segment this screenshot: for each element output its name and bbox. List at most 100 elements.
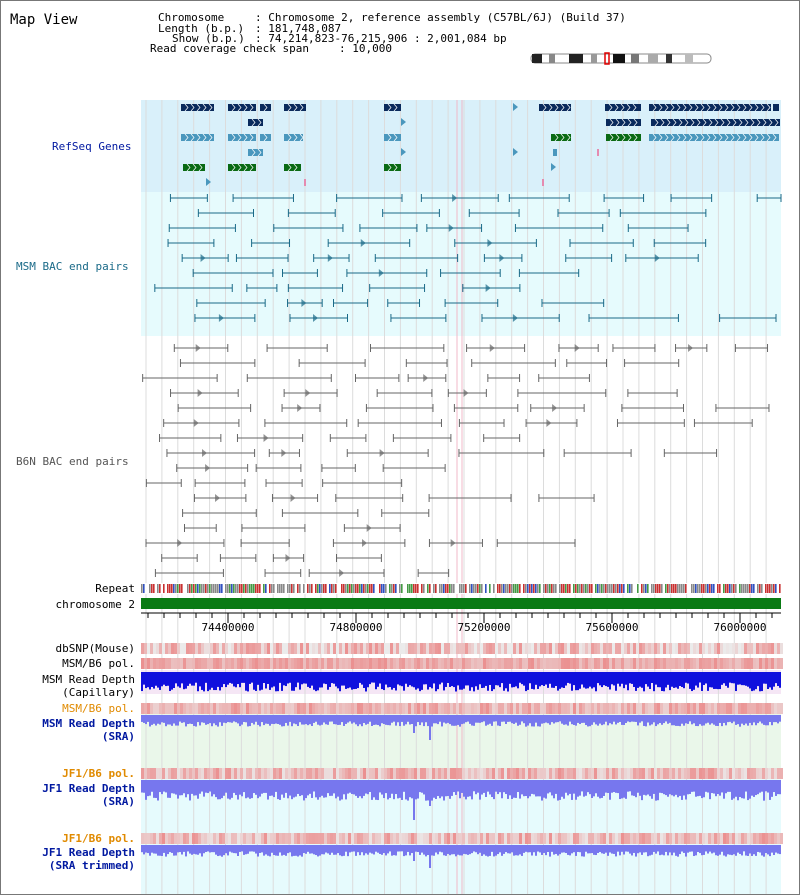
msm-depth-sra-bar xyxy=(155,715,157,726)
jf1-pol-cell xyxy=(273,768,276,779)
dbsnp-cell xyxy=(672,643,675,654)
msm-b6-pol2-cell xyxy=(657,703,660,714)
repeat-element xyxy=(453,584,455,593)
jf1-pol-cell xyxy=(387,768,390,779)
msm-b6-pol-cell xyxy=(195,658,198,669)
dbsnp-cell xyxy=(705,643,708,654)
dbsnp-cell xyxy=(777,643,780,654)
msm-depth-sra-bar xyxy=(561,715,563,724)
msm-depth-capillary-bar xyxy=(389,672,391,688)
msm-depth-capillary-bar xyxy=(365,672,367,692)
jf1-trim-depth-bar xyxy=(545,845,547,856)
msm-depth-capillary-bar xyxy=(395,672,397,691)
msm-depth-capillary-bar xyxy=(609,672,611,690)
gene-exon-marker xyxy=(688,133,693,142)
b6n-bac-track[interactable] xyxy=(142,344,770,577)
msm-depth-capillary-bar xyxy=(405,672,407,684)
repeat-element xyxy=(581,584,583,593)
msm-depth-capillary-bar xyxy=(407,672,409,687)
msm-depth-capillary-bar xyxy=(677,672,679,689)
msm-depth-capillary-bar xyxy=(447,672,449,683)
read-depth-tracks[interactable] xyxy=(141,672,781,868)
msm-b6-pol2-cell xyxy=(150,703,153,714)
dbsnp-cell xyxy=(627,643,630,654)
axis-tick-label: 74400000 xyxy=(202,621,255,634)
msm-b6-pol-cell xyxy=(690,658,693,669)
msm-b6-pol2-cell xyxy=(543,703,546,714)
jf1-pol-cell xyxy=(153,768,156,779)
jf1-depth-bar xyxy=(355,780,357,796)
jf1-trim-depth-bar xyxy=(643,845,645,853)
dbsnp-cell xyxy=(681,643,684,654)
jf1-pol-cell xyxy=(681,768,684,779)
jf1-depth-bar xyxy=(641,780,643,801)
msm-depth-sra-bar xyxy=(361,715,363,727)
jf1-depth-bar xyxy=(487,780,489,792)
msm-b6-pol-cell xyxy=(246,658,249,669)
gene-arrow xyxy=(513,103,518,111)
gene-exon-marker xyxy=(251,118,256,127)
jf1-pol2-cell xyxy=(756,833,759,844)
heatmap-tracks[interactable] xyxy=(141,643,783,844)
msm-b6-pol-cell xyxy=(381,658,384,669)
jf1-pol-cell xyxy=(168,768,171,779)
jf1-trim-depth-bar xyxy=(291,845,293,857)
repeat-track[interactable] xyxy=(141,583,781,594)
msm-depth-sra-bar xyxy=(279,715,281,725)
msm-b6-pol2-cell xyxy=(261,703,264,714)
msm-depth-capillary-bar xyxy=(195,672,197,683)
msm-depth-sra-bar xyxy=(519,715,521,725)
gene-exon-marker xyxy=(627,118,632,127)
msm-b6-pol2-cell xyxy=(666,703,669,714)
jf1-depth-bar xyxy=(323,780,325,798)
jf1-pol-cell xyxy=(534,768,537,779)
jf1-pol-cell xyxy=(321,768,324,779)
msm-depth-capillary-bar xyxy=(589,672,591,687)
msm-b6-pol-cell xyxy=(624,658,627,669)
msm-b6-pol-cell xyxy=(252,658,255,669)
msm-b6-pol-cell xyxy=(756,658,759,669)
jf1-pol-cell xyxy=(414,768,417,779)
msm-b6-pol-cell xyxy=(687,658,690,669)
repeat-element xyxy=(499,584,501,593)
jf1-depth-bar xyxy=(665,780,667,796)
jf1-trim-depth-bar xyxy=(193,845,195,854)
msm-b6-pol-cell xyxy=(774,658,777,669)
msm-b6-pol-cell xyxy=(540,658,543,669)
jf1-depth-bar xyxy=(163,780,165,792)
dbsnp-cell xyxy=(444,643,447,654)
refseq-gene-track[interactable] xyxy=(181,103,780,186)
jf1-pol2-cell xyxy=(372,833,375,844)
chromosome-ideogram[interactable] xyxy=(530,52,712,65)
jf1-depth-bar xyxy=(171,780,173,794)
refseq-gene xyxy=(539,104,571,111)
gene-exon-marker xyxy=(387,103,392,112)
msm-b6-pol2-cell xyxy=(252,703,255,714)
msm-b6-pol2-cell xyxy=(435,703,438,714)
jf1-pol-cell xyxy=(213,768,216,779)
msm-depth-capillary-bar xyxy=(517,672,519,689)
jf1-pol2-cell xyxy=(717,833,720,844)
repeat-element xyxy=(321,584,323,593)
msm-bac-pair-arrow xyxy=(360,239,366,247)
jf1-pol-cell xyxy=(231,768,234,779)
repeat-element xyxy=(361,584,363,593)
msm-depth-capillary-bar xyxy=(437,672,439,690)
msm-depth-sra-bar xyxy=(499,715,501,727)
chromosome-bar[interactable] xyxy=(141,598,781,609)
b6n-bac-pair-arrow xyxy=(215,494,221,502)
msm-b6-pol-cell xyxy=(183,658,186,669)
msm-bac-track[interactable] xyxy=(154,194,782,322)
msm-bac-pair-arrow xyxy=(654,254,660,262)
msm-depth-sra-bar xyxy=(723,715,725,723)
jf1-depth-bar xyxy=(265,780,267,793)
jf1-depth-bar xyxy=(417,780,419,799)
msm-b6-pol-cell xyxy=(282,658,285,669)
msm-b6-pol2-cell xyxy=(561,703,564,714)
msm-depth-capillary-bar xyxy=(229,672,231,683)
jf1-trim-depth-bar xyxy=(443,845,445,856)
jf1-pol2-cell xyxy=(381,833,384,844)
repeat-element xyxy=(761,584,763,593)
